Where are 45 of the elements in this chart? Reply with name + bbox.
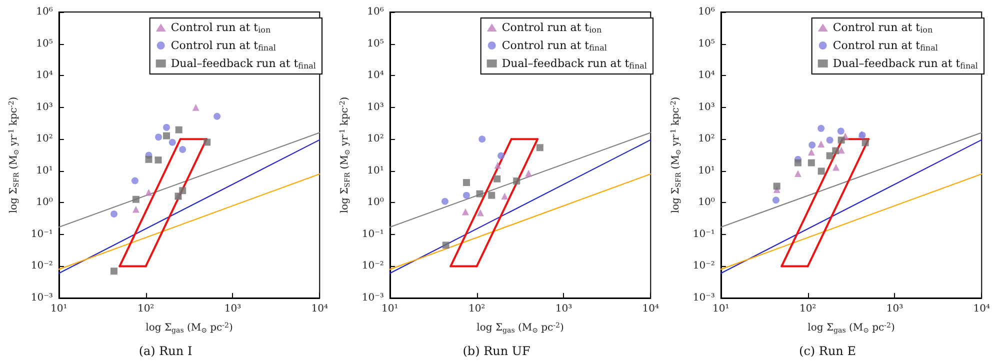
y-tick-label: 10⁴ (367, 70, 384, 82)
x-tick-label: 10² (799, 304, 816, 314)
x-tick-label: 10⁴ (642, 304, 659, 314)
y-tick-label: 10⁻³ (692, 292, 715, 304)
y-tick-label: 10⁻¹ (692, 228, 715, 240)
y-tick-label: 10³ (36, 102, 53, 113)
x-tick-label: 10¹ (50, 304, 68, 314)
y-tick-label: 10¹ (36, 165, 53, 176)
y-tick-label: 10⁻² (692, 260, 715, 272)
x-tick-label: 10³ (886, 304, 904, 314)
y-tick-label: 10⁶ (698, 6, 715, 18)
y-tick-label: 10² (367, 134, 384, 145)
y-tick-label: 10⁻¹ (362, 228, 384, 240)
x-tick-label: 10⁴ (311, 304, 328, 314)
y-tick-label: 10³ (367, 102, 384, 113)
x-tick-label: 10¹ (712, 304, 730, 314)
x-tick-label: 10³ (555, 304, 572, 314)
y-tick-label: 10² (698, 134, 715, 145)
y-tick-label: 10¹ (698, 165, 715, 176)
y-tick-label: 10⁵ (698, 38, 715, 50)
x-tick-label: 10² (468, 304, 486, 314)
x-tick-label: 10² (137, 304, 154, 314)
text: (c) Run E (799, 344, 856, 358)
x-tick-label: 10⁴ (973, 304, 990, 314)
y-tick-label: 10⁻³ (362, 292, 384, 304)
text: (a) Run I (138, 344, 192, 358)
y-tick-label: 10¹ (367, 165, 384, 176)
y-tick-label: 10⁵ (367, 38, 384, 50)
y-tick-label: 10⁵ (36, 38, 53, 50)
y-tick-label: 10⁻² (30, 260, 53, 272)
y-tick-label: 10⁰ (36, 197, 53, 208)
y-tick-label: 10³ (698, 102, 715, 113)
x-tick-label: 10³ (224, 304, 242, 314)
y-tick-label: 10⁰ (698, 197, 715, 208)
y-tick-label: 10⁶ (367, 6, 384, 18)
text: (b) Run UF (462, 344, 530, 358)
y-tick-label: 10⁴ (36, 70, 53, 82)
y-tick-label: 10⁻¹ (30, 228, 53, 240)
x-tick-label: 10¹ (382, 304, 398, 314)
y-tick-label: 10⁻³ (30, 292, 53, 304)
y-tick-label: 10⁴ (698, 70, 715, 82)
y-tick-label: 10² (36, 134, 53, 145)
y-tick-label: 10⁶ (36, 6, 53, 18)
y-tick-label: 10⁰ (367, 197, 384, 208)
y-tick-label: 10⁻² (362, 260, 384, 272)
